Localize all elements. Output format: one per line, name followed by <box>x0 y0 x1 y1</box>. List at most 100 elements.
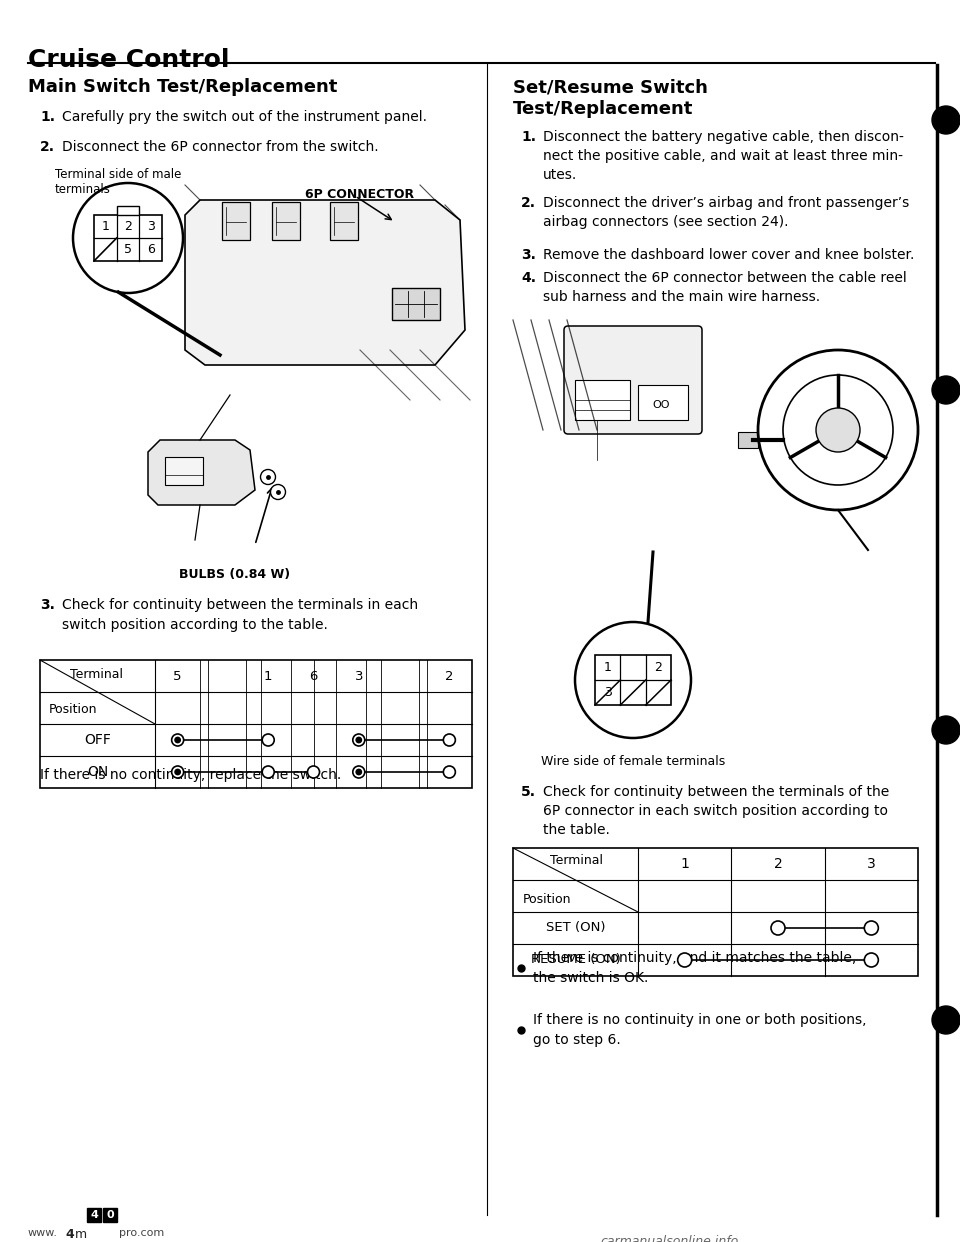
Text: 4: 4 <box>90 1210 98 1220</box>
Text: 3: 3 <box>354 669 363 683</box>
Text: 1: 1 <box>604 661 612 674</box>
Text: 1.: 1. <box>40 111 55 124</box>
Text: carmanualsonline.info: carmanualsonline.info <box>600 1235 738 1242</box>
Circle shape <box>678 953 691 968</box>
Text: 1: 1 <box>681 857 689 871</box>
Circle shape <box>864 922 878 935</box>
Circle shape <box>864 953 878 968</box>
Circle shape <box>175 769 180 775</box>
Polygon shape <box>185 200 465 365</box>
Text: 1.: 1. <box>521 130 536 144</box>
Bar <box>87 1208 101 1222</box>
Circle shape <box>271 484 285 499</box>
Text: If there is no continuity in one or both positions,
go to step 6.: If there is no continuity in one or both… <box>533 1013 867 1047</box>
Text: Position: Position <box>49 703 98 717</box>
Text: 2: 2 <box>124 220 132 233</box>
Text: 5: 5 <box>174 669 181 683</box>
Text: 2: 2 <box>445 669 454 683</box>
Circle shape <box>352 766 365 777</box>
Circle shape <box>932 376 960 404</box>
Polygon shape <box>148 440 255 505</box>
Text: pro.com: pro.com <box>119 1228 164 1238</box>
Bar <box>103 1208 117 1222</box>
Circle shape <box>356 769 362 775</box>
Text: Check for continuity between the terminals of the
6P connector in each switch po: Check for continuity between the termina… <box>543 785 889 837</box>
Text: Disconnect the battery negative cable, then discon-
nect the positive cable, and: Disconnect the battery negative cable, t… <box>543 130 904 181</box>
Text: BULBS (0.84 W): BULBS (0.84 W) <box>180 568 291 581</box>
Bar <box>94 215 162 261</box>
Bar <box>575 380 630 420</box>
Circle shape <box>262 766 275 777</box>
Text: 3: 3 <box>147 220 155 233</box>
Circle shape <box>260 469 276 484</box>
Text: 5.: 5. <box>521 785 536 799</box>
Text: Remove the dashboard lower cover and knee bolster.: Remove the dashboard lower cover and kne… <box>543 248 914 262</box>
Circle shape <box>444 734 455 746</box>
Text: Main Switch Test/Replacement: Main Switch Test/Replacement <box>28 78 337 96</box>
Text: Set/Resume Switch: Set/Resume Switch <box>513 78 708 96</box>
Text: m: m <box>75 1228 87 1241</box>
Bar <box>117 206 139 215</box>
Text: Terminal: Terminal <box>550 854 603 867</box>
Text: RESUME (ON): RESUME (ON) <box>531 954 620 966</box>
Text: 2.: 2. <box>521 196 536 210</box>
Bar <box>595 655 671 705</box>
Text: Carefully pry the switch out of the instrument panel.: Carefully pry the switch out of the inst… <box>62 111 427 124</box>
Circle shape <box>932 106 960 134</box>
Bar <box>40 660 472 787</box>
Bar <box>738 432 758 448</box>
Bar <box>330 202 358 240</box>
Text: 6P CONNECTOR: 6P CONNECTOR <box>305 188 414 201</box>
Text: 3.: 3. <box>521 248 536 262</box>
Circle shape <box>356 738 362 743</box>
Text: 3: 3 <box>604 686 612 699</box>
Text: Cruise Control: Cruise Control <box>28 48 229 72</box>
Text: Wire side of female terminals: Wire side of female terminals <box>540 755 725 768</box>
Text: Check for continuity between the terminals in each
switch position according to : Check for continuity between the termina… <box>62 597 419 631</box>
Text: 0: 0 <box>107 1210 114 1220</box>
Text: SET (ON): SET (ON) <box>545 922 605 934</box>
Text: ON: ON <box>86 765 108 779</box>
Text: 1: 1 <box>102 220 109 233</box>
Circle shape <box>262 734 275 746</box>
Text: 6: 6 <box>309 669 318 683</box>
Text: 1: 1 <box>264 669 273 683</box>
Circle shape <box>172 766 183 777</box>
Circle shape <box>444 766 455 777</box>
Text: Terminal: Terminal <box>70 668 123 681</box>
Text: Position: Position <box>523 893 571 905</box>
Circle shape <box>307 766 320 777</box>
Text: 2: 2 <box>774 857 782 871</box>
Bar <box>392 288 440 320</box>
Circle shape <box>352 734 365 746</box>
Text: Terminal side of male
terminals: Terminal side of male terminals <box>55 168 181 196</box>
FancyBboxPatch shape <box>564 325 702 433</box>
Text: 3.: 3. <box>40 597 55 612</box>
Text: Disconnect the 6P connector between the cable reel
sub harness and the main wire: Disconnect the 6P connector between the … <box>543 271 907 304</box>
Circle shape <box>172 734 183 746</box>
Text: 4.: 4. <box>521 271 536 284</box>
Text: 5: 5 <box>124 243 132 256</box>
Circle shape <box>932 715 960 744</box>
Circle shape <box>771 922 785 935</box>
Text: Disconnect the 6P connector from the switch.: Disconnect the 6P connector from the swi… <box>62 140 378 154</box>
Text: OFF: OFF <box>84 733 111 746</box>
Bar <box>513 848 918 976</box>
Bar <box>638 385 688 420</box>
Text: OO: OO <box>652 400 670 410</box>
Text: 2.: 2. <box>40 140 55 154</box>
Text: 3: 3 <box>867 857 876 871</box>
Text: 4: 4 <box>65 1228 74 1241</box>
Text: 2: 2 <box>655 661 662 674</box>
Text: 6: 6 <box>147 243 155 256</box>
Text: Disconnect the driver’s airbag and front passenger’s
airbag connectors (see sect: Disconnect the driver’s airbag and front… <box>543 196 909 229</box>
Bar <box>222 202 250 240</box>
Circle shape <box>932 1006 960 1035</box>
Circle shape <box>816 409 860 452</box>
Text: If there is continuity, and it matches the table,
the switch is OK.: If there is continuity, and it matches t… <box>533 951 856 985</box>
Bar <box>272 202 300 240</box>
Text: www.: www. <box>28 1228 58 1238</box>
Bar <box>165 457 203 484</box>
Text: If there is no continuity, replace the switch.: If there is no continuity, replace the s… <box>40 768 341 782</box>
Text: Test/Replacement: Test/Replacement <box>513 101 693 118</box>
